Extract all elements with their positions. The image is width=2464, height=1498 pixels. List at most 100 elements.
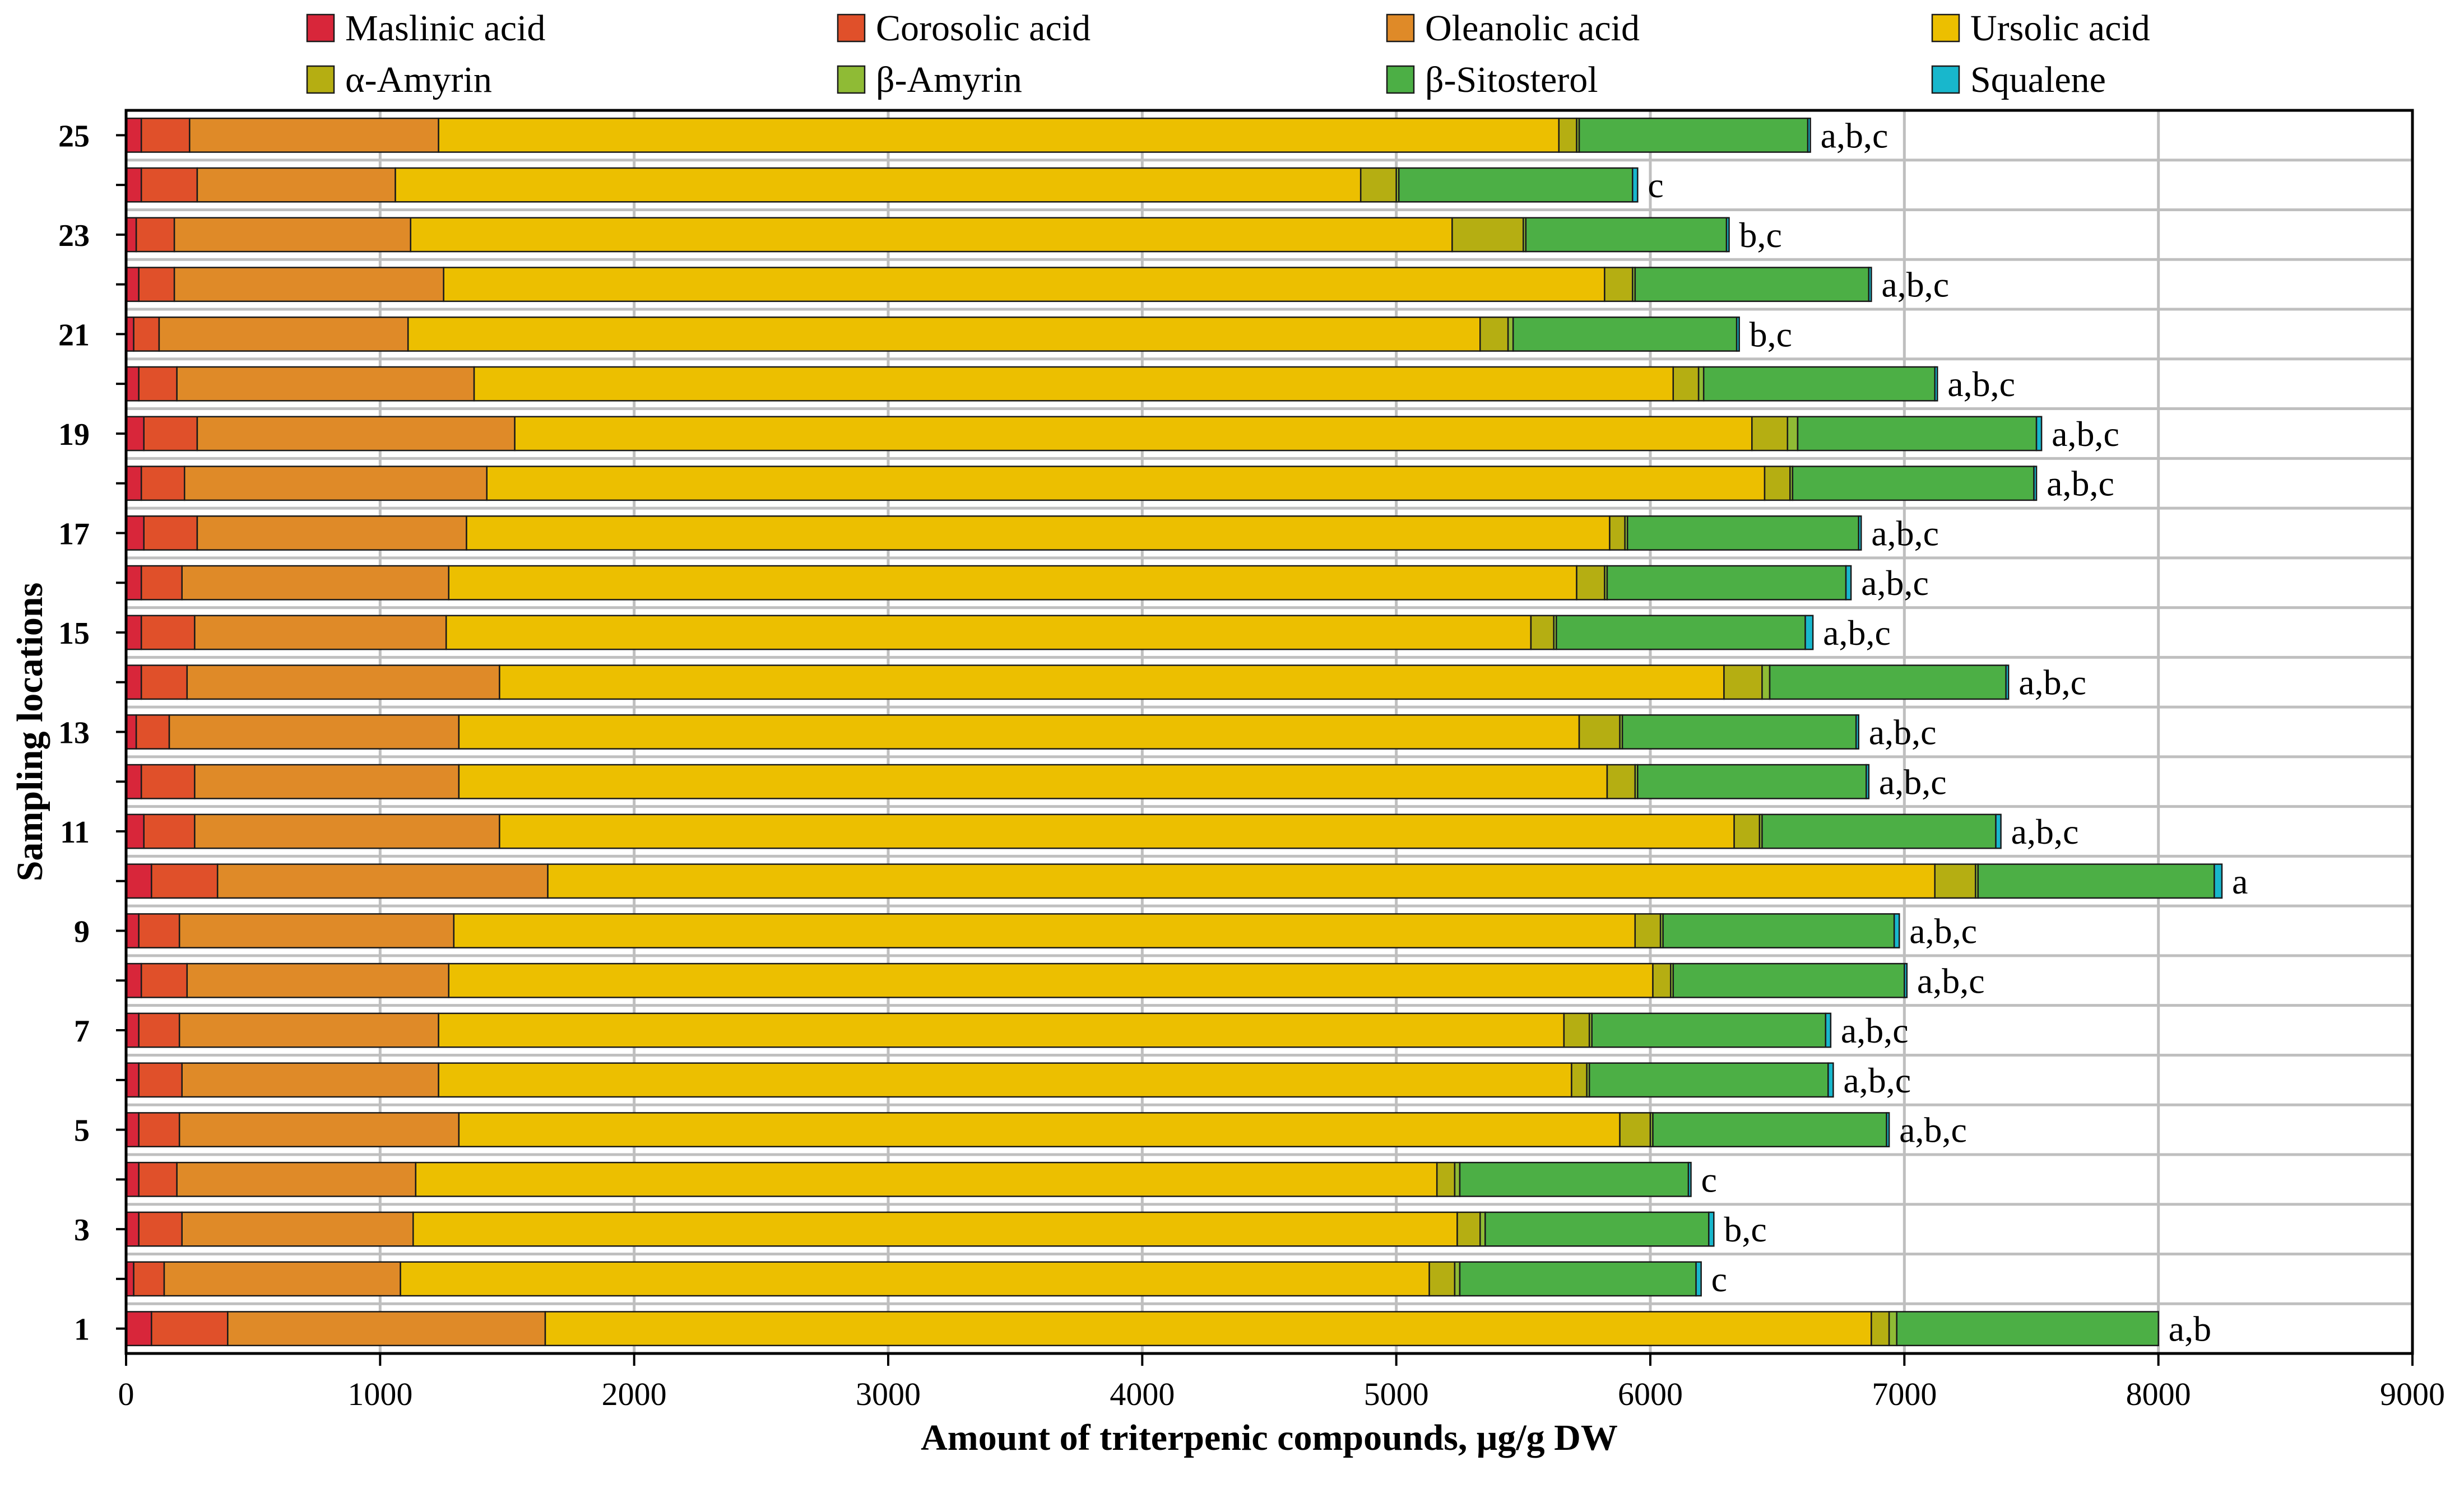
bar-segment — [1855, 714, 1859, 750]
bar-segment — [181, 1062, 439, 1098]
bar-segment — [125, 863, 152, 899]
y-tick-label: 9 — [74, 915, 90, 950]
legend-swatch — [837, 65, 866, 94]
bar-segment — [1454, 1261, 1461, 1297]
significance-label: a,b — [2169, 1309, 2211, 1349]
significance-label: a,b,c — [1823, 613, 1891, 653]
x-tick-label: 0 — [118, 1376, 134, 1412]
bar-segment — [1479, 1211, 1486, 1247]
bar-segment — [1507, 316, 1514, 352]
bar-segment — [1634, 913, 1662, 948]
bar-segment — [2214, 863, 2223, 899]
bar-segment — [473, 366, 1674, 402]
bar-segment — [1672, 366, 1700, 402]
bar-segment — [1764, 466, 1791, 501]
bar-segment — [1652, 1112, 1887, 1148]
bar-segment — [438, 1012, 1565, 1048]
bar-segment — [1576, 565, 1605, 601]
y-tick-label: 5 — [74, 1114, 90, 1148]
bar-segment — [125, 962, 142, 998]
bar-segment — [443, 267, 1605, 303]
bar-segment — [1451, 217, 1524, 253]
significance-label: a,b,c — [1879, 762, 1947, 802]
bar-segment — [395, 167, 1362, 203]
legend-label: α-Amyrin — [345, 59, 492, 100]
bar-segment — [189, 117, 439, 153]
bar-segment — [1454, 1161, 1461, 1197]
bar-segment — [138, 1161, 178, 1197]
bar-segment — [415, 1161, 1438, 1197]
bar-segment — [2033, 466, 2038, 501]
bar-segment — [186, 664, 500, 700]
bar-segment — [1896, 1311, 2159, 1347]
bar-segment — [1769, 664, 2007, 700]
bar-segment — [181, 1211, 414, 1247]
bar-segment — [1621, 714, 1857, 750]
x-tick-label: 1000 — [347, 1376, 412, 1412]
bar-segment — [125, 714, 137, 750]
bar-segment — [125, 565, 142, 601]
bar-segment — [458, 1112, 1621, 1148]
bar-segment — [140, 565, 183, 601]
bars — [125, 117, 2223, 1347]
bar-segment — [138, 267, 175, 303]
significance-label: b,c — [1724, 1209, 1766, 1249]
bar-segment — [1995, 813, 2002, 849]
bar-segment — [1662, 913, 1895, 948]
legend-label: β-Amyrin — [876, 59, 1022, 100]
bar-segment — [1619, 1112, 1651, 1148]
bar-segment — [1609, 515, 1626, 551]
legend-swatch — [1386, 65, 1415, 94]
significance-label: c — [1711, 1259, 1727, 1299]
bar-segment — [1637, 764, 1867, 799]
y-tick-label: 11 — [60, 815, 90, 850]
significance-label: a,b,c — [1843, 1060, 1911, 1100]
bar-segment — [1797, 416, 2038, 452]
legend-label: β-Sitosterol — [1425, 59, 1598, 100]
y-tick-label: 25 — [58, 119, 90, 153]
significance-label: a,b,c — [1947, 364, 2015, 404]
x-tick-label: 7000 — [1872, 1376, 1937, 1412]
x-tick-label: 2000 — [602, 1376, 667, 1412]
bar-segment — [486, 466, 1766, 501]
legend-swatch — [1931, 13, 1960, 43]
bar-segment — [438, 117, 1560, 153]
y-tick-label: 15 — [58, 616, 90, 651]
bar-segment — [125, 515, 145, 551]
bar-segment — [181, 565, 449, 601]
bar-segment — [196, 515, 467, 551]
bar-segment — [458, 764, 1608, 799]
bar-segment — [514, 416, 1753, 452]
bar-segment — [173, 267, 444, 303]
y-tick-label: 3 — [74, 1213, 90, 1248]
bar-segment — [178, 1112, 460, 1148]
legend-label: Ursolic acid — [1970, 8, 2150, 49]
bar-segment — [1792, 466, 2035, 501]
bar-segment — [1733, 813, 1761, 849]
bar-segment — [466, 515, 1611, 551]
bar-segment — [1398, 167, 1634, 203]
significance-labels: a,bcb,cca,b,ca,b,ca,b,ca,b,ca,b,caa,b,ca… — [1648, 115, 2248, 1348]
bar-segment — [140, 764, 196, 799]
bar-segment — [196, 416, 516, 452]
y-tick-label: 21 — [58, 318, 90, 352]
x-tick-label: 4000 — [1110, 1376, 1175, 1412]
x-axis: 0 1000 2000 3000 4000 5000 6000 7000 8000 9000 — [118, 1353, 2445, 1412]
bar-segment — [133, 316, 160, 352]
bar-segment — [1858, 515, 1862, 551]
bar-segment — [125, 1112, 140, 1148]
significance-label: b,c — [1750, 314, 1792, 354]
bar-segment — [1563, 1012, 1590, 1048]
bar-segment — [1934, 366, 1938, 402]
bar-segment — [140, 167, 198, 203]
legend-swatch — [306, 13, 335, 43]
bar-segment — [140, 962, 188, 998]
significance-label: a,b,c — [1869, 713, 1937, 752]
bar-segment — [125, 913, 140, 948]
bar-segment — [1708, 1211, 1715, 1247]
bar-segment — [1591, 1012, 1827, 1048]
bar-segment — [125, 416, 145, 452]
bar-segment — [1736, 316, 1740, 352]
y-tick-label: 13 — [58, 716, 90, 751]
